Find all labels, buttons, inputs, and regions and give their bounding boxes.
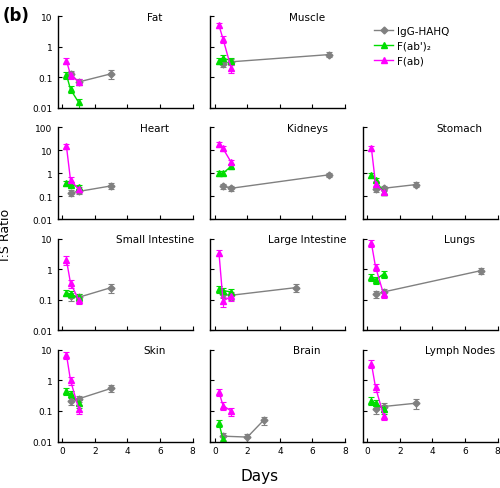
Text: (b): (b) <box>2 7 30 25</box>
Legend: IgG-HAHQ, F(ab')₂, F(ab): IgG-HAHQ, F(ab')₂, F(ab) <box>374 27 450 66</box>
Title: Skin: Skin <box>144 346 166 356</box>
Title: Small Intestine: Small Intestine <box>116 235 194 245</box>
Title: Fat: Fat <box>147 13 162 23</box>
Title: Lymph Nodes: Lymph Nodes <box>424 346 495 356</box>
Title: Lungs: Lungs <box>444 235 475 245</box>
Title: Large Intestine: Large Intestine <box>268 235 346 245</box>
Title: Muscle: Muscle <box>289 13 326 23</box>
Text: I:S Ratio: I:S Ratio <box>0 208 12 260</box>
Title: Kidneys: Kidneys <box>286 124 328 134</box>
Title: Heart: Heart <box>140 124 169 134</box>
Title: Stomach: Stomach <box>436 124 482 134</box>
Text: Days: Days <box>241 468 279 483</box>
Title: Brain: Brain <box>294 346 321 356</box>
